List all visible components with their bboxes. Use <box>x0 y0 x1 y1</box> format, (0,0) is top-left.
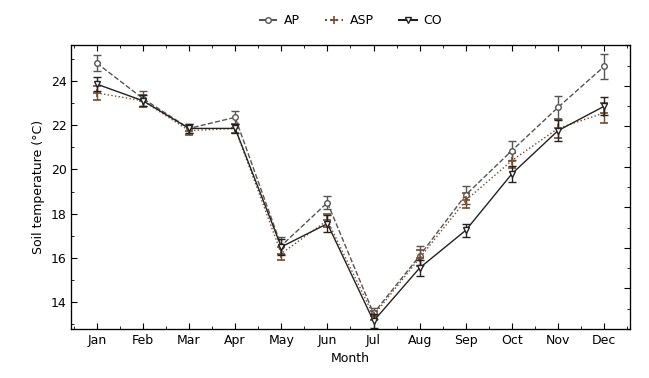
Legend: AP, ASP, CO: AP, ASP, CO <box>254 9 447 32</box>
Y-axis label: Soil temperature (°C): Soil temperature (°C) <box>32 120 45 254</box>
X-axis label: Month: Month <box>331 352 370 365</box>
